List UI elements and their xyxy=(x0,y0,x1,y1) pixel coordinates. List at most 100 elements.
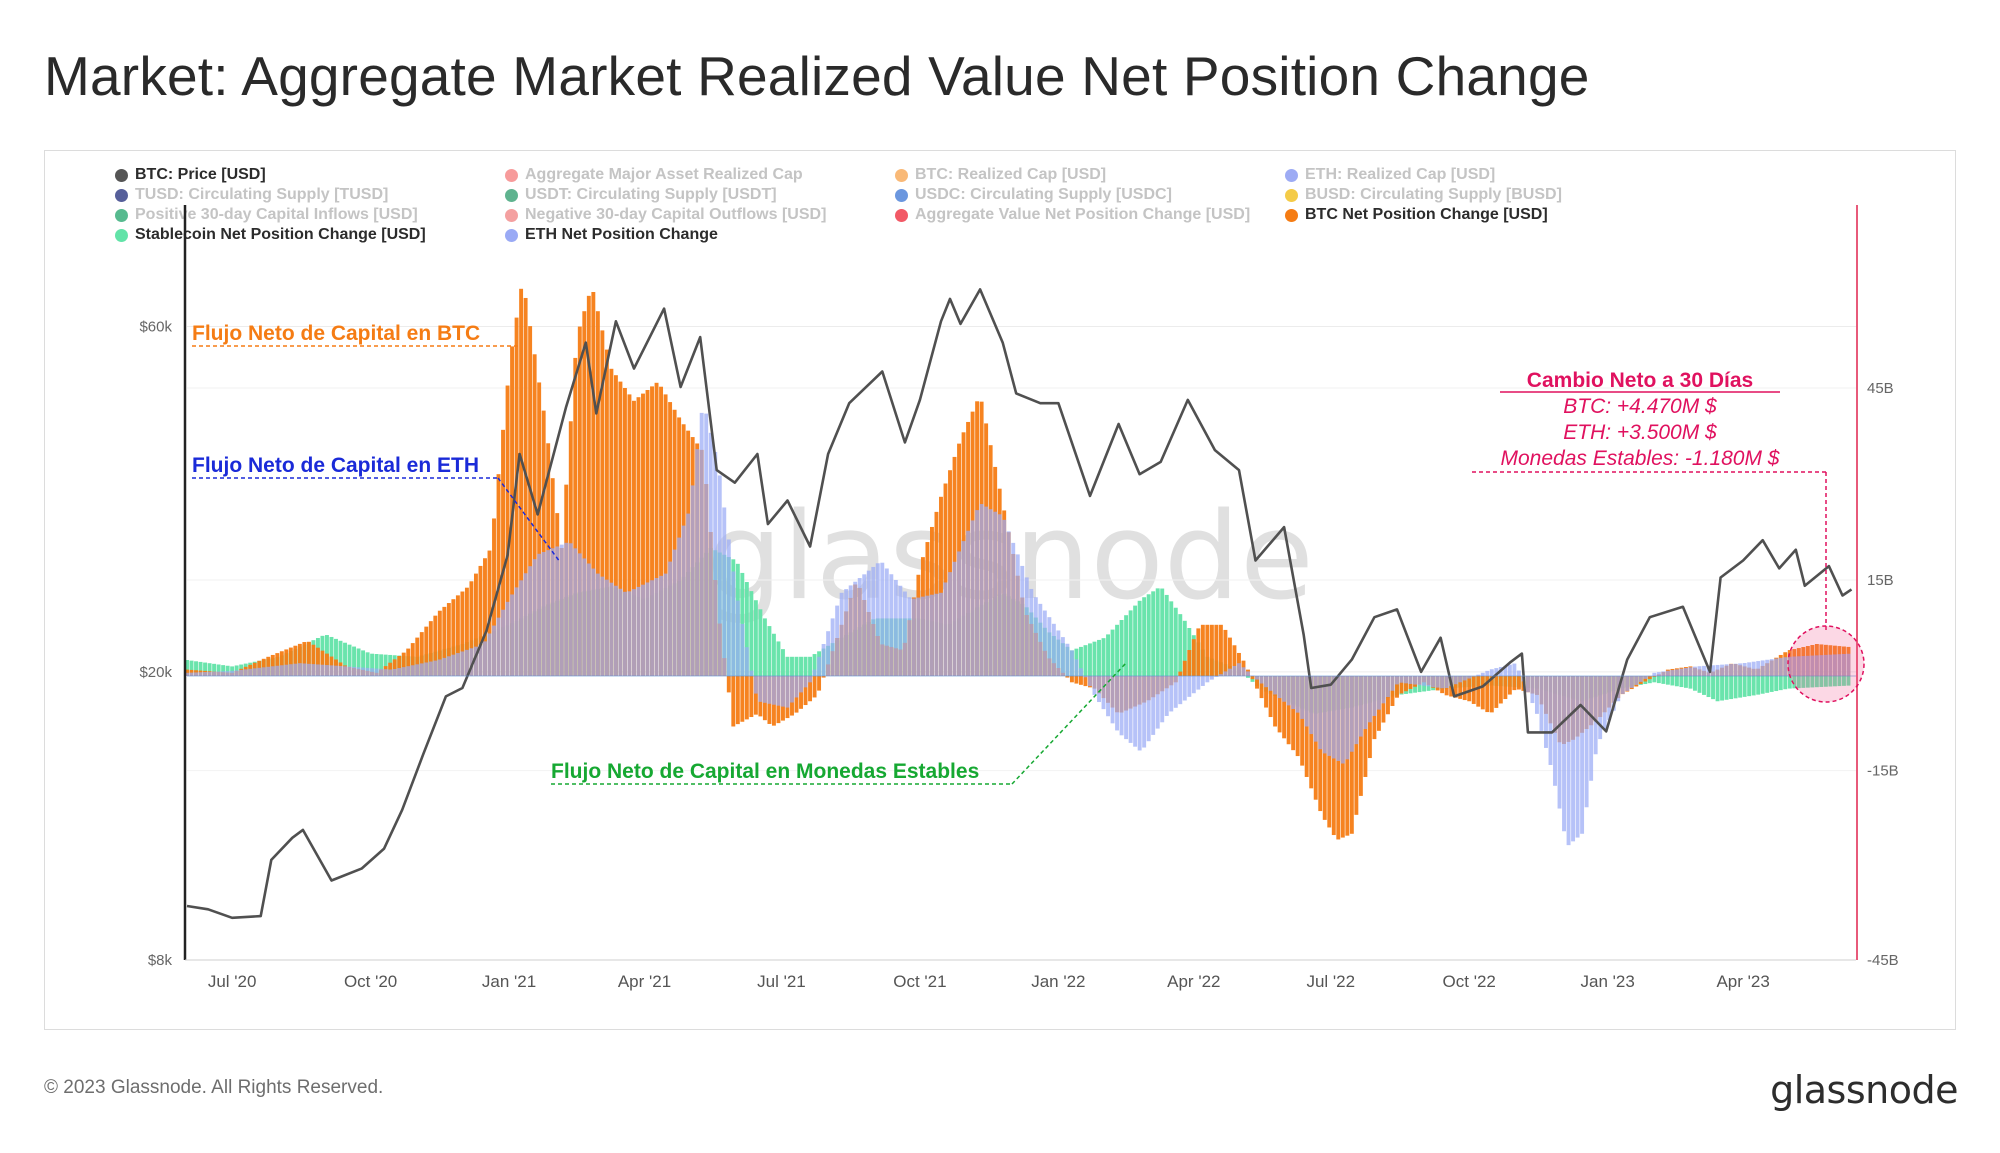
eth-bar xyxy=(1268,676,1273,691)
box-stable-value: Monedas Estables: -1.180M $ xyxy=(1501,447,1780,470)
stablecoin-bar xyxy=(216,664,221,676)
eth-bar xyxy=(275,665,280,676)
stablecoin-bar xyxy=(762,618,767,676)
eth-bar xyxy=(1634,676,1639,685)
stablecoin-bar xyxy=(1778,676,1783,691)
btc-bar xyxy=(1507,676,1512,695)
eth-bar xyxy=(1363,676,1368,730)
legend-item-positive-inflows[interactable]: Positive 30-day Capital Inflows [USD] xyxy=(115,206,418,224)
eth-bar xyxy=(185,672,189,676)
stablecoin-bar xyxy=(1832,676,1837,687)
eth-bar xyxy=(618,588,623,676)
legend-label: Aggregate Major Asset Realized Cap xyxy=(525,166,803,183)
btc-bar xyxy=(288,647,293,676)
eth-bar xyxy=(1390,676,1395,691)
eth-bar xyxy=(212,671,217,676)
btc-bar xyxy=(541,410,546,676)
eth-bar xyxy=(1571,676,1576,842)
footer-copyright: © 2023 Glassnode. All Rights Reserved. xyxy=(44,1077,384,1098)
btc-bar xyxy=(1390,676,1395,706)
eth-bar xyxy=(203,672,208,676)
eth-bar xyxy=(871,566,876,676)
eth-bars xyxy=(185,412,1851,846)
stablecoin-bar xyxy=(1706,676,1711,698)
legend-item-usdc-supply[interactable]: USDC: Circulating Supply [USDC] xyxy=(895,186,1172,204)
stablecoin-bar xyxy=(221,665,226,676)
eth-bar xyxy=(1458,676,1463,683)
eth-bar xyxy=(1047,617,1052,676)
eth-bar xyxy=(929,594,934,676)
stablecoin-bar xyxy=(1146,594,1151,676)
stablecoin-bar xyxy=(343,642,347,676)
stablecoin-bar xyxy=(1814,676,1819,688)
legend-item-btc-realized-cap[interactable]: BTC: Realized Cap [USD] xyxy=(895,166,1106,184)
eth-bar xyxy=(726,539,731,676)
eth-bar xyxy=(1223,671,1228,676)
eth-bar xyxy=(1665,670,1670,676)
btc-bar xyxy=(442,606,447,676)
stablecoin-bar xyxy=(198,661,203,676)
legend-item-busd-supply[interactable]: BUSD: Circulating Supply [BUSD] xyxy=(1285,186,1562,204)
y-left-tick-label: $60k xyxy=(139,318,172,335)
legend-item-negative-outflows[interactable]: Negative 30-day Capital Outflows [USD] xyxy=(505,206,826,224)
stablecoin-bar xyxy=(1787,676,1792,689)
btc-bar xyxy=(1078,676,1083,685)
stablecoin-bar xyxy=(1805,676,1810,688)
btc-bar xyxy=(1223,629,1228,676)
eth-bar xyxy=(320,664,325,676)
x-tick-label: Apr '23 xyxy=(1716,972,1769,991)
legend-item-aggregate-realized-cap[interactable]: Aggregate Major Asset Realized Cap xyxy=(505,166,803,184)
eth-bar xyxy=(767,676,772,704)
stablecoin-bar xyxy=(799,656,803,676)
btc-bar xyxy=(492,518,496,676)
eth-bar xyxy=(415,664,420,676)
legend-item-tusd-supply[interactable]: TUSD: Circulating Supply [TUSD] xyxy=(115,186,388,204)
eth-bar xyxy=(609,582,614,676)
legend-item-stablecoin-net-position[interactable]: Stablecoin Net Position Change [USD] xyxy=(115,226,426,244)
annotation-eth-pointer xyxy=(497,477,561,563)
legend-item-eth-net-position[interactable]: ETH Net Position Change xyxy=(505,226,718,244)
stablecoin-bar xyxy=(1178,614,1183,676)
legend-item-aggregate-value-net-change[interactable]: Aggregate Value Net Position Change [USD… xyxy=(895,206,1250,224)
box-eth-value: ETH: +3.500M $ xyxy=(1563,421,1717,444)
btc-bar xyxy=(812,676,817,698)
eth-bar xyxy=(1661,671,1666,676)
eth-bar xyxy=(365,667,370,676)
eth-bar xyxy=(1074,659,1079,676)
btc-bar xyxy=(320,650,325,676)
box-title: Cambio Neto a 30 Días xyxy=(1527,369,1753,392)
eth-bar xyxy=(492,625,496,676)
legend-item-btc-price[interactable]: BTC: Price [USD] xyxy=(115,166,266,184)
stablecoin-bar xyxy=(194,661,198,676)
eth-bar xyxy=(1778,657,1783,676)
btc-bar xyxy=(595,311,600,676)
eth-bar xyxy=(1494,668,1499,676)
btc-bar xyxy=(817,676,822,691)
btc-bar xyxy=(1069,676,1074,683)
stablecoin-bar xyxy=(1837,676,1842,687)
eth-bar xyxy=(898,585,903,676)
legend-label: BTC: Realized Cap [USD] xyxy=(915,166,1107,183)
eth-bar xyxy=(1155,676,1160,729)
eth-bar xyxy=(808,676,813,683)
stablecoin-bar xyxy=(744,582,749,676)
stablecoin-bar xyxy=(1711,676,1715,700)
eth-bar xyxy=(1029,588,1034,676)
stablecoin-bar xyxy=(1738,676,1743,698)
legend-item-usdt-supply[interactable]: USDT: Circulating Supply [USDT] xyxy=(505,186,777,204)
eth-bar xyxy=(708,432,713,676)
eth-bar xyxy=(1178,676,1183,705)
btc-bar xyxy=(1349,676,1354,834)
stablecoin-bar xyxy=(803,656,808,676)
eth-bar xyxy=(893,580,898,676)
btc-bar xyxy=(1255,676,1259,689)
btc-bar xyxy=(315,647,320,676)
stablecoin-bar xyxy=(1128,610,1133,676)
eth-bar xyxy=(1602,676,1607,730)
legend-dot xyxy=(895,168,908,182)
legend-item-btc-net-position[interactable]: BTC Net Position Change [USD] xyxy=(1285,206,1548,224)
eth-bar xyxy=(1566,676,1571,846)
btc-bar xyxy=(293,645,298,676)
legend-item-eth-realized-cap[interactable]: ETH: Realized Cap [USD] xyxy=(1285,166,1495,184)
